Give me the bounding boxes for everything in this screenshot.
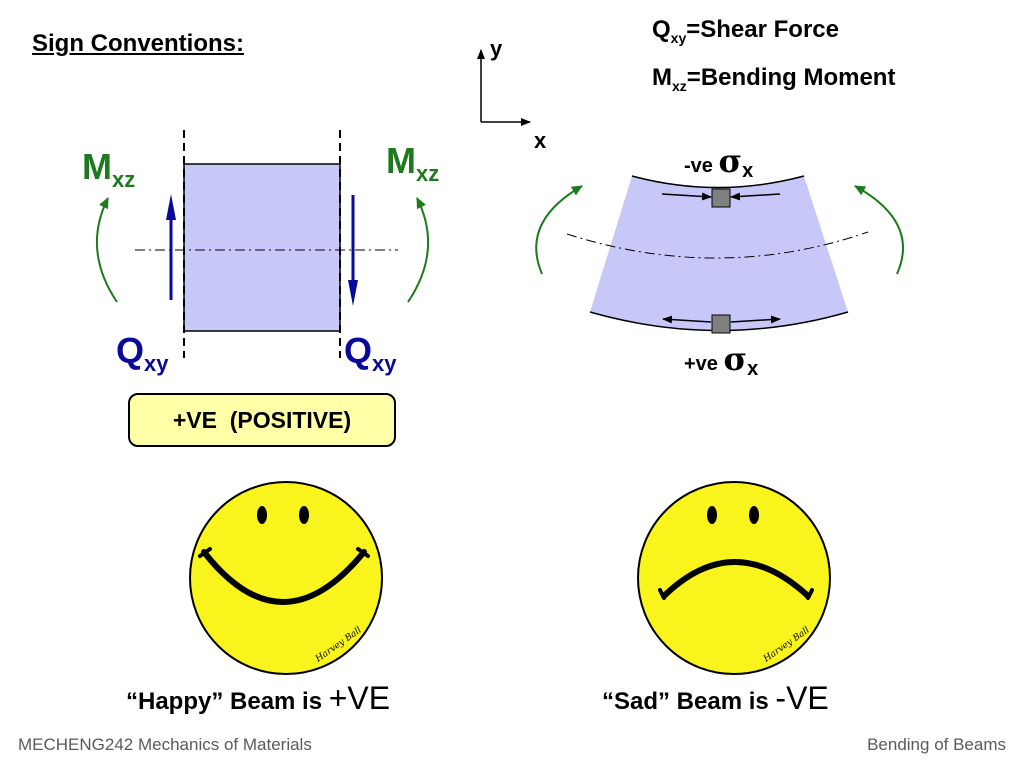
bent-beam [566, 175, 869, 332]
moment-right-subscript: xz [416, 161, 440, 187]
y-axis-label: y [490, 36, 503, 61]
moment-label-left: Mxz [82, 146, 135, 193]
happy-caption-sign: +VE [328, 680, 391, 716]
x-axis-label: x [534, 128, 547, 153]
moment-left-symbol: M [82, 146, 112, 187]
shear-label-left: Qxy [116, 330, 169, 377]
footer-topic: Bending of Beams [867, 735, 1006, 754]
shear-definition: =Shear Force [686, 16, 839, 43]
tension-stress-arrows [662, 314, 781, 334]
moment-definition: =Bending Moment [686, 64, 896, 91]
happy-caption: “Happy” Beam is +VE [126, 680, 390, 717]
sad-caption-text: “Sad” Beam is [602, 688, 776, 715]
beam-element [135, 130, 398, 358]
sad-caption: “Sad” Beam is -VE [602, 680, 829, 717]
moment-left-subscript: xz [112, 167, 136, 193]
shear-arrow-left [166, 194, 176, 300]
tensile-stress-label: +ve σx [684, 340, 758, 381]
moment-arrow-left [95, 197, 118, 303]
page-title: Sign Conventions: [32, 30, 244, 57]
shear-force-legend: Qxy=Shear Force [652, 16, 839, 46]
happy-face-icon [189, 481, 383, 675]
happy-caption-text: “Happy” Beam is [126, 688, 329, 715]
compressive-stress-label: -ve σx [684, 142, 753, 183]
shear-left-symbol: Q [116, 330, 145, 371]
bent-moment-arrow-right [854, 185, 904, 275]
compressive-sigma: σ [718, 142, 743, 180]
moment-right-symbol: M [386, 140, 416, 181]
bending-moment-legend: Mxz=Bending Moment [652, 64, 895, 94]
footer-course: MECHENG242 Mechanics of Materials [18, 735, 312, 754]
compressive-subscript: x [742, 160, 754, 182]
moment-subscript: xz [672, 77, 687, 94]
shear-right-symbol: Q [344, 330, 373, 371]
moment-label-right: Mxz [386, 140, 439, 187]
shear-label-right: Qxy [344, 330, 397, 377]
shear-symbol: Q [652, 16, 671, 43]
shear-arrow-right [348, 195, 358, 306]
sad-caption-sign: -VE [775, 680, 829, 716]
sad-face-icon [637, 481, 831, 675]
positive-badge: +VE (POSITIVE) [128, 393, 396, 447]
shear-subscript: xy [670, 29, 687, 46]
tensile-sigma: σ [723, 340, 748, 378]
coordinate-axes [477, 49, 531, 126]
shear-left-subscript: xy [144, 351, 169, 377]
moment-arrow-right [407, 197, 430, 303]
moment-symbol: M [652, 64, 672, 91]
compression-stress-arrows [661, 188, 781, 208]
tensile-sign: +ve [684, 353, 718, 375]
shear-right-subscript: xy [372, 351, 397, 377]
tensile-subscript: x [747, 358, 759, 380]
bent-moment-arrow-left [535, 185, 583, 275]
compressive-sign: -ve [684, 155, 713, 177]
